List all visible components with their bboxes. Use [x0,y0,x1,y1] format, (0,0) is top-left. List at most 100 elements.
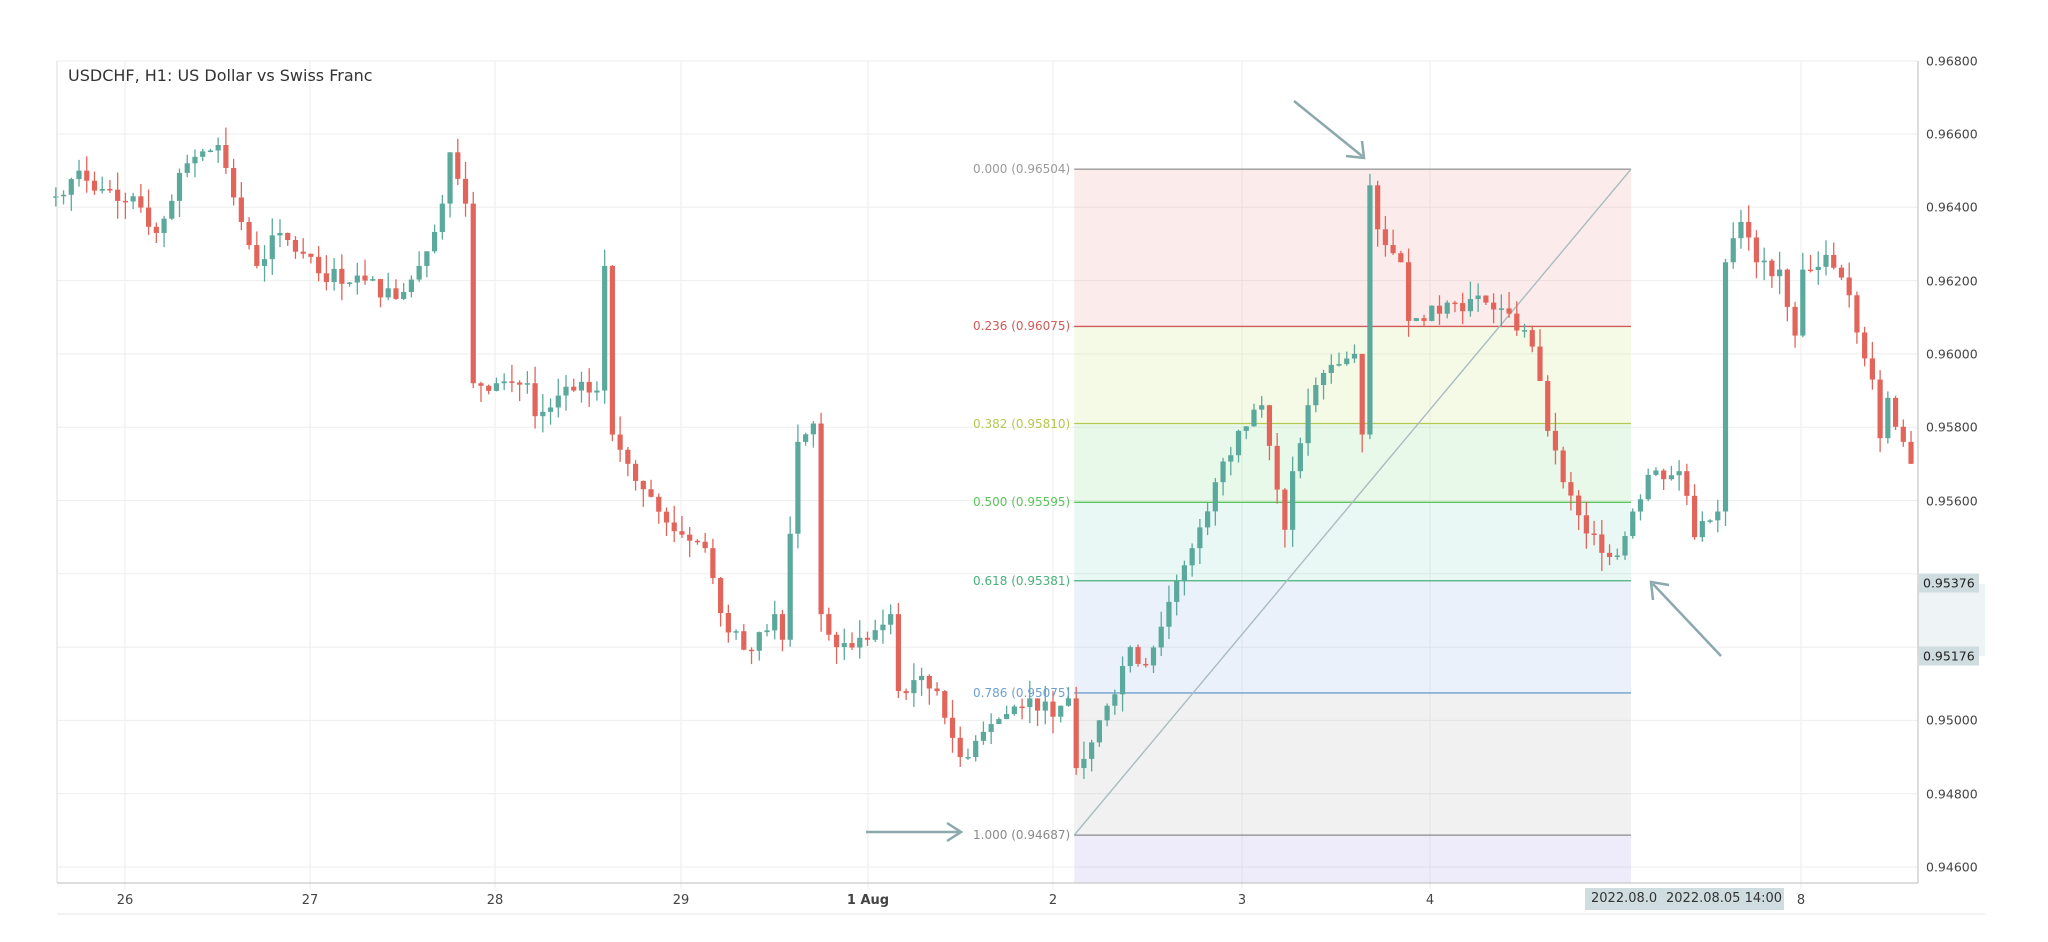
candle-body [1846,277,1852,296]
candle-body [215,144,221,151]
candle [1197,518,1203,565]
candle-body [1104,705,1110,721]
candle [424,251,430,278]
candle-body [1645,474,1651,500]
candle [1885,391,1891,444]
candle [1112,689,1118,715]
fib-level-label: 0.786 (0.95075) [973,685,1071,700]
fib-zone-fill [1074,580,1632,693]
candle-body [1576,495,1582,516]
candle-body [772,614,778,631]
candle-body [1034,698,1041,711]
candle-body [176,172,183,201]
candle [756,631,762,661]
candle-body [1753,237,1760,263]
candle-body [880,624,886,631]
candle [547,398,554,425]
candle [1699,511,1705,542]
fib-trend-line [1073,168,1632,836]
candle [1205,502,1211,536]
candle-body [1220,461,1226,483]
candle [1027,680,1033,724]
candle [107,180,113,193]
candle [609,264,615,442]
candle-body [1181,565,1188,582]
candle-body [261,259,268,266]
candle-body [1730,238,1736,263]
candle [741,624,747,651]
candle-body [895,614,901,692]
candle-body [1792,306,1798,336]
candle-body [385,288,391,298]
candle-body [803,434,809,442]
candle-body [370,279,376,281]
candle [787,516,793,647]
candle-body [810,423,816,435]
candle-body [1390,245,1396,254]
candle-body [1027,698,1033,708]
time-tick-label: 4 [1425,893,1435,908]
candle [849,632,855,650]
candle [339,254,345,301]
candle [918,667,925,696]
candle [1359,353,1365,453]
candle-body [1862,332,1868,359]
candle-body [115,189,121,201]
candle-body [1150,647,1157,666]
fibonacci-retracement[interactable] [1073,168,1632,883]
candle [153,222,159,243]
candle-body [733,631,739,633]
candle [1398,250,1404,263]
candle-body [1065,698,1072,706]
arrow-annotation-right[interactable] [1649,580,1722,657]
candle-body [1050,701,1056,717]
candle [1382,216,1388,257]
candle [764,624,770,637]
candle-body [1722,262,1729,512]
candle [1274,432,1280,504]
candle-body [1398,253,1404,263]
candle-body [1251,409,1257,427]
candle [1081,741,1087,779]
candle [934,682,940,696]
candle [857,620,863,659]
candle-body [1011,706,1017,715]
candle-body [725,613,731,633]
candle [942,690,948,725]
candle-body [1491,302,1497,310]
candle-body [1823,254,1829,267]
candle-body [1514,313,1520,331]
time-tick-label: 3 [1237,893,1247,908]
candle [888,604,894,635]
candle [594,381,600,401]
candle-body [787,533,793,640]
candle-body [1197,527,1203,549]
candle-body [1529,330,1535,347]
candle [1135,644,1141,667]
highlighted-price-label: 0.95176 [1919,646,1979,666]
candle-body [1769,260,1775,277]
candle-body [1243,426,1249,431]
candle-body [578,381,585,391]
candle [1251,403,1257,427]
candle [1436,295,1443,325]
candle [1266,404,1273,461]
candle-body [1019,706,1025,708]
candle [1838,264,1845,281]
candle [1862,326,1868,367]
candle [1096,720,1102,747]
arrow-annotation-left[interactable] [866,821,964,843]
candle-body [1498,308,1504,310]
candle [331,258,337,291]
candle [1297,437,1303,479]
candle-body [1089,742,1095,759]
candle-body [1854,295,1860,333]
candle-body [1166,601,1172,627]
candle [292,236,299,259]
arrow-annotation-top[interactable] [1293,100,1366,160]
candle-body [509,381,515,383]
candle-body [1715,511,1721,521]
candle [1320,369,1327,400]
price-tick-label: 0.96400 [1926,199,1978,215]
